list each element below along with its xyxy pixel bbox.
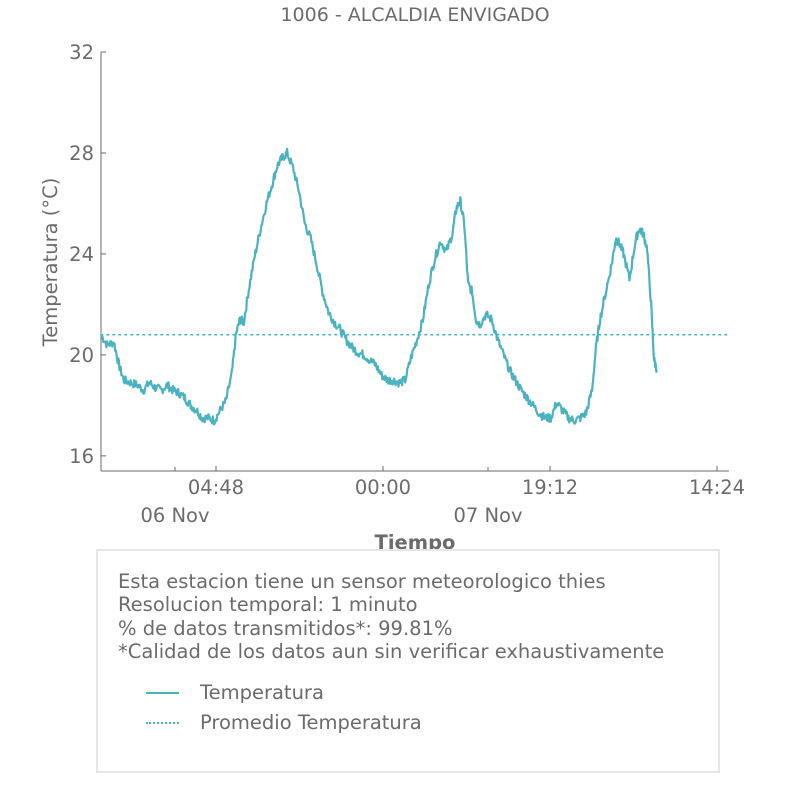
legend-line-swatch xyxy=(146,692,179,694)
info-line-quality: *Calidad de los datos aun sin verificar … xyxy=(118,640,665,663)
axes xyxy=(100,52,729,472)
legend-dotted-swatch xyxy=(146,722,179,724)
legend-box: Esta estacion tiene un sensor meteorolog… xyxy=(96,549,720,773)
info-line-sensor: Esta estacion tiene un sensor meteorolog… xyxy=(118,570,606,593)
x-date-label: 07 Nov xyxy=(453,504,522,527)
y-axis-label: Temperatura (°C) xyxy=(39,178,62,348)
chart-title: 1006 - ALCALDIA ENVIGADO xyxy=(280,4,549,26)
y-tick-label: 24 xyxy=(69,243,94,266)
y-tick-label: 32 xyxy=(69,41,94,64)
x-tick-label: 04:48 xyxy=(188,476,244,499)
legend-item-temperatura: Temperatura xyxy=(146,681,546,705)
legend-label-promedio: Promedio Temperatura xyxy=(200,711,422,734)
y-ticks: 16 20 24 28 32 xyxy=(69,41,106,468)
x-axis-label: Tiempo xyxy=(375,531,456,554)
x-tick-label: 19:12 xyxy=(522,476,578,499)
series-layer xyxy=(100,147,730,426)
legend-item-promedio: Promedio Temperatura xyxy=(146,711,546,735)
x-tick-label: 00:00 xyxy=(355,476,411,499)
y-tick-label: 20 xyxy=(69,344,94,367)
temperature-chart: 1006 - ALCALDIA ENVIGADO Temperatura (°C… xyxy=(39,4,745,554)
info-line-transmitted: % de datos transmitidos*: 99.81% xyxy=(118,617,453,640)
y-tick-label: 16 xyxy=(69,445,94,468)
x-tick-label: 14:24 xyxy=(689,476,745,499)
legend-label-temperatura: Temperatura xyxy=(200,681,324,704)
temperature-line xyxy=(100,147,659,426)
x-ticks: 04:48 00:00 19:12 14:24 06 Nov 07 Nov xyxy=(140,466,745,527)
info-line-resolution: Resolucion temporal: 1 minuto xyxy=(118,593,418,616)
y-tick-label: 28 xyxy=(69,142,94,165)
x-date-label: 06 Nov xyxy=(140,504,209,527)
